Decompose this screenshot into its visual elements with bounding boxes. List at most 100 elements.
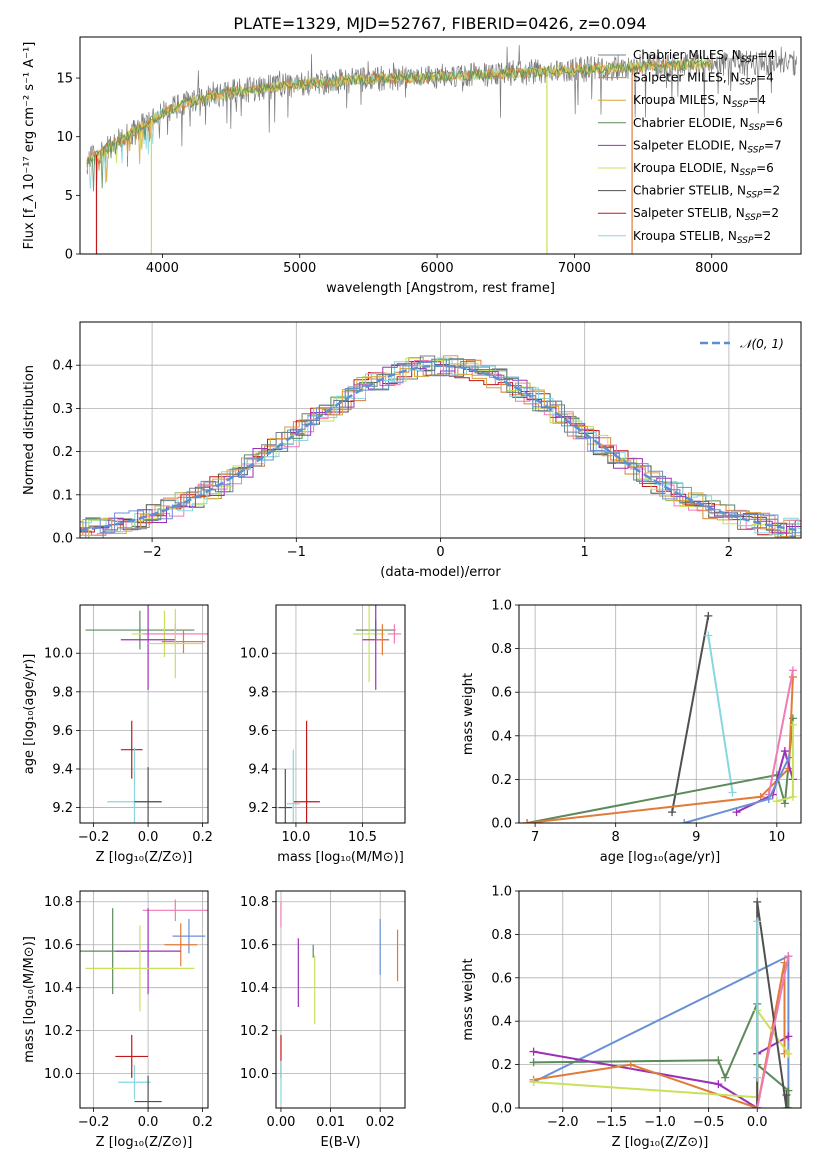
weight-marker <box>714 1056 723 1065</box>
mass_vs_Z-frame <box>79 890 209 1109</box>
weight-marker <box>753 1073 762 1082</box>
weight-marker <box>529 1058 538 1067</box>
y-tick-label: 1.0 <box>491 599 512 614</box>
weight-marker <box>529 1047 538 1056</box>
y-tick-label: 10.8 <box>240 895 269 910</box>
weight-marker <box>529 1077 538 1086</box>
weight-line <box>671 615 710 813</box>
residuals-legend: 𝒩(0, 1) <box>700 337 784 351</box>
x-tick-label: 0.0 <box>138 1115 159 1130</box>
legend-label: Kroupa MILES, NSSP=4 <box>633 93 766 110</box>
normal-curve <box>80 364 801 532</box>
weight-line <box>756 955 790 1108</box>
x-tick-label: −1 <box>287 545 306 560</box>
y-tick-label: 10.4 <box>240 981 269 996</box>
residuals-frame <box>79 321 802 539</box>
y-tick-label: 0.2 <box>491 773 512 788</box>
figure-title: PLATE=1329, MJD=52767, FIBERID=0426, z=0… <box>233 14 646 33</box>
weight-marker <box>764 795 773 804</box>
y-tick-label: 0.4 <box>52 359 73 374</box>
x-tick-label: −0.2 <box>78 1115 110 1130</box>
x-axis-label: mass [log₁₀(M/M⊙)] <box>277 850 404 865</box>
x-tick-label: −1.5 <box>596 1115 628 1130</box>
legend-label: Salpeter MILES, NSSP=4 <box>633 71 774 88</box>
x-tick-label: 0.0 <box>747 1115 768 1130</box>
y-tick-label: 10.0 <box>44 1067 73 1082</box>
x-axis-label: wavelength [Angstrom, rest frame] <box>326 281 555 296</box>
y-tick-label: 0 <box>65 248 73 263</box>
weight-marker <box>704 611 713 620</box>
weight-marker <box>788 720 797 729</box>
y-tick-label: 9.2 <box>248 801 269 816</box>
legend-label: Kroupa ELODIE, NSSP=6 <box>633 161 774 178</box>
spectrum-axes: 4000 5000 6000 7000 8000 0 5 10 15 wavelength [An… <box>22 42 728 296</box>
weight-marker <box>523 819 532 823</box>
y-tick-label: 0.0 <box>52 532 73 547</box>
weight_vs_age-frame <box>518 604 802 824</box>
weight-marker <box>753 917 762 926</box>
weight-marker <box>668 808 677 817</box>
residuals-axes: −2 −1 0 1 2 0.0 0.1 0.2 0.3 0.4 (data-model)/error… <box>22 322 801 580</box>
x-tick-label: 0.00 <box>266 1115 295 1130</box>
x-tick-label: −0.2 <box>78 830 110 845</box>
weight_vs_Z-axes: −2.0 −1.5 −1.0 −0.5 0.0 0.0 0.2 0.4 0.6 0.8 1.0 Z [… <box>461 885 801 1150</box>
mass_vs_Z-axes: −0.2 0.0 0.2 10.0 10.2 10.4 10.6 10.8 Z [log₁₀(Z… <box>22 891 213 1150</box>
x-tick-label: −2.0 <box>547 1115 579 1130</box>
age_vs_mass-frame <box>275 604 406 824</box>
y-tick-label: 9.4 <box>248 762 269 777</box>
weight-line <box>533 1007 790 1099</box>
y-tick-label: 0.1 <box>52 488 73 503</box>
model-spectrum <box>86 58 712 192</box>
weight-marker <box>721 1073 730 1082</box>
legend-label: Kroupa STELIB, NSSP=2 <box>633 229 771 246</box>
weight_vs_age-plot <box>523 611 797 823</box>
y-tick-label: 10 <box>56 130 73 145</box>
y-axis-label: mass [log₁₀(M/M⊙)] <box>22 936 37 1063</box>
weight-marker <box>780 799 789 808</box>
mass_vs_Z-plot <box>80 899 208 1108</box>
x-tick-label: 0.2 <box>192 830 213 845</box>
y-tick-label: 10.6 <box>240 938 269 953</box>
weight-marker <box>732 808 741 817</box>
weight-marker <box>784 753 793 762</box>
x-tick-label: 7 <box>531 830 539 845</box>
y-tick-label: 10.0 <box>240 1067 269 1082</box>
mass_vs_ebv-frame <box>275 890 406 1109</box>
weight-marker <box>784 1104 793 1108</box>
weight-marker <box>782 1104 791 1108</box>
y-tick-label: 9.2 <box>52 801 73 816</box>
x-tick-label: 0.01 <box>316 1115 345 1130</box>
weight-marker <box>772 797 781 806</box>
residuals-plot <box>80 355 801 538</box>
x-tick-label: 10 <box>769 830 786 845</box>
weight_vs_Z-plot <box>529 897 793 1108</box>
y-tick-label: 9.8 <box>248 685 269 700</box>
spectrum-frame <box>79 36 802 255</box>
legend-label: Salpeter STELIB, NSSP=2 <box>633 206 779 223</box>
y-tick-label: 10.2 <box>44 1024 73 1039</box>
age_vs_mass-axes: 10.0 10.5 9.2 9.4 9.6 9.8 10.0 mass [log₁₀(M/M⊙… <box>240 605 405 865</box>
y-tick-label: 9.6 <box>52 724 73 739</box>
x-tick-label: −0.5 <box>693 1115 725 1130</box>
y-tick-label: 10.0 <box>44 647 73 662</box>
x-axis-label: (data-model)/error <box>380 565 501 580</box>
legend-label: 𝒩(0, 1) <box>740 337 784 351</box>
y-tick-label: 0.4 <box>491 1015 512 1030</box>
x-tick-label: −2 <box>143 545 162 560</box>
spectrum-legend: Chabrier MILES, NSSP=4 Salpeter MILES, NS… <box>598 48 783 246</box>
y-tick-label: 10.8 <box>44 895 73 910</box>
histogram-series <box>80 357 801 535</box>
y-axis-label: mass weight <box>461 958 476 1040</box>
y-tick-label: 0.6 <box>491 686 512 701</box>
y-axis-label: Normed distribution <box>22 365 37 495</box>
weight-marker <box>788 666 797 675</box>
weight-marker <box>784 1032 793 1041</box>
weight-marker <box>753 897 762 906</box>
age_vs_mass-plot <box>278 605 402 823</box>
x-axis-label: Z [log₁₀(Z/Z⊙)] <box>612 1135 709 1150</box>
weight-marker <box>784 1049 793 1058</box>
x-tick-label: 6000 <box>421 261 454 276</box>
y-tick-label: 0.2 <box>491 1058 512 1073</box>
weight-marker <box>704 631 713 640</box>
